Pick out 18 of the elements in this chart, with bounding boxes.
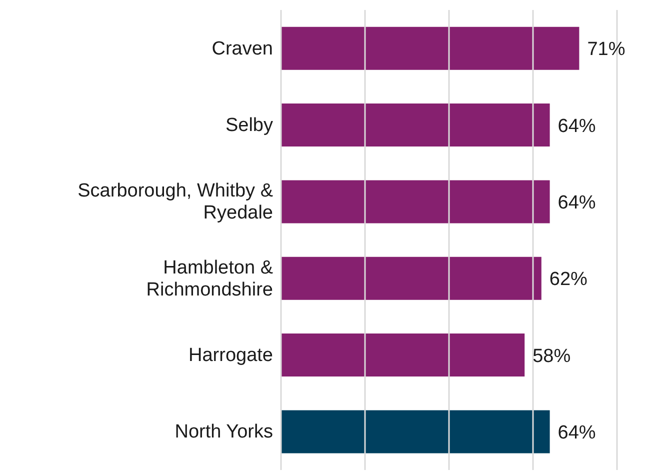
y-tick-label: Hambleton & Richmondshire xyxy=(146,256,274,300)
bar xyxy=(281,256,542,300)
data-label: 62% xyxy=(549,269,588,290)
data-label: 64% xyxy=(558,422,596,444)
bar xyxy=(281,410,550,454)
data-label: 64% xyxy=(558,192,596,214)
data-label: 64% xyxy=(558,116,596,137)
bar xyxy=(281,180,550,224)
bar xyxy=(281,26,580,70)
bar xyxy=(281,104,550,147)
data-label: 71% xyxy=(587,39,626,60)
y-tick-label: North Yorks xyxy=(174,421,273,442)
y-tick-label: Harrogate xyxy=(188,344,273,366)
data-label: 58% xyxy=(532,346,571,367)
y-tick-label: Scarborough, Whitby & Ryedale xyxy=(78,180,274,224)
y-tick-label: Selby xyxy=(225,114,274,136)
y-tick-label: Craven xyxy=(212,38,273,59)
bar xyxy=(281,334,525,377)
